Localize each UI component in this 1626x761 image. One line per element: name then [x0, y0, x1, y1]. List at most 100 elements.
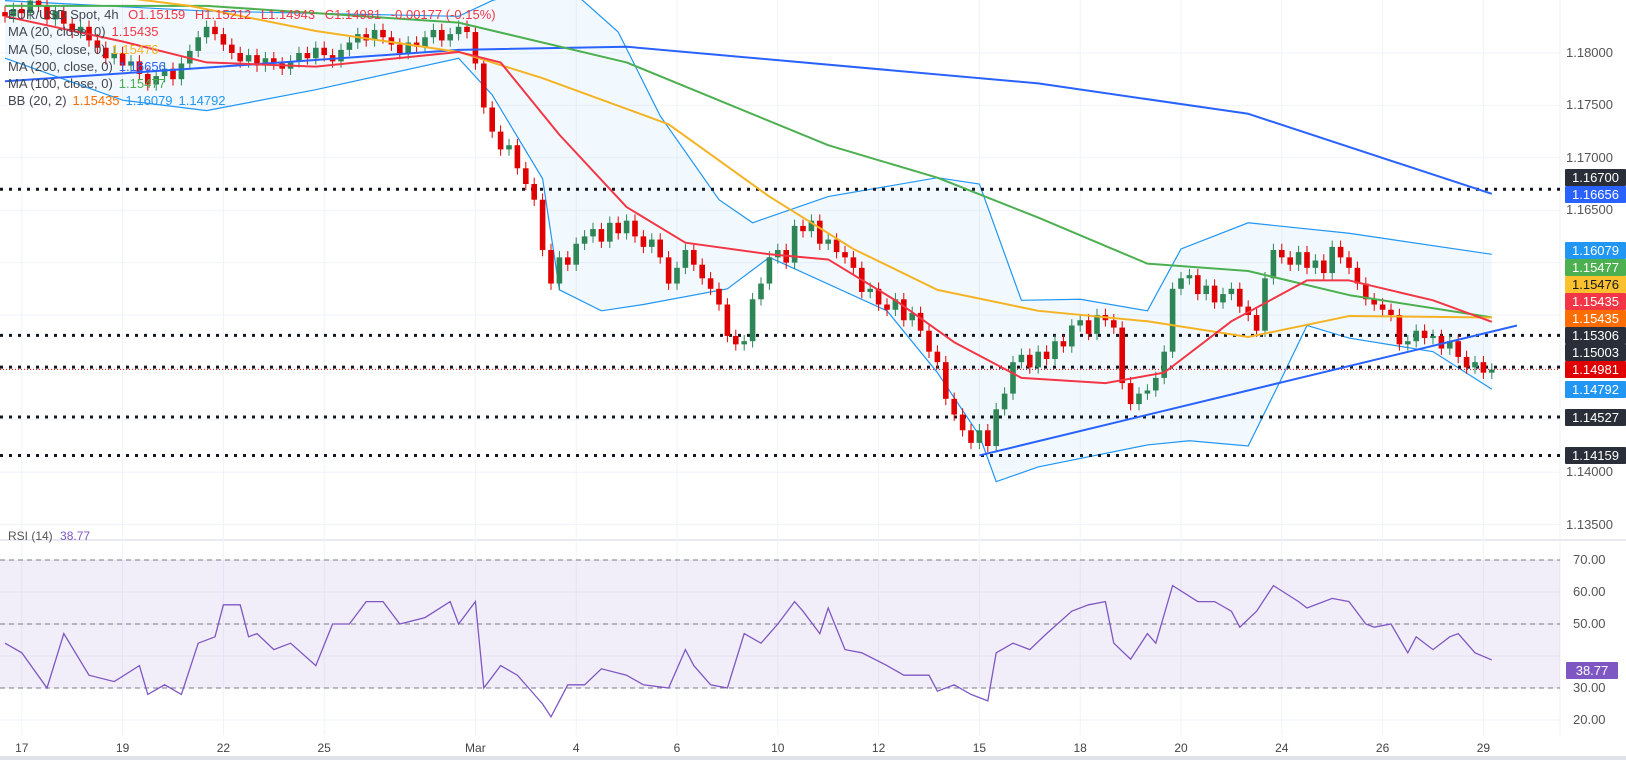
- candle-up: [111, 53, 117, 59]
- candle-up: [1161, 351, 1167, 378]
- candle-up: [405, 42, 411, 53]
- candle-up: [1001, 393, 1008, 410]
- candle-up: [178, 63, 185, 80]
- candle-down: [1195, 275, 1201, 295]
- candle-down: [145, 73, 151, 85]
- candle-up: [741, 341, 747, 345]
- candle-up: [808, 220, 815, 232]
- candle-down: [103, 47, 109, 59]
- candle-up: [607, 222, 613, 242]
- candle-up: [430, 29, 437, 38]
- price-tick-label: 1.16500: [1566, 202, 1613, 218]
- candle-down: [951, 398, 957, 415]
- indicator-label: MA (20, close, 0): [8, 24, 106, 40]
- candle-down: [657, 239, 663, 258]
- candle-down: [539, 199, 546, 251]
- bb-lower-value: 1.14792: [178, 93, 226, 109]
- legend-ma100[interactable]: MA (100, close, 0) 1.15477: [8, 75, 496, 92]
- symbol-title[interactable]: EUR/USD Spot, 4h: [8, 7, 119, 22]
- candle-up: [1270, 250, 1277, 279]
- date-tick-label: 4: [572, 741, 580, 755]
- candle-down: [959, 414, 966, 431]
- date-tick-label: 25: [317, 741, 331, 755]
- trendline[interactable]: [979, 324, 1518, 457]
- indicator-value: 1.15435: [111, 24, 159, 40]
- candle-up: [203, 26, 210, 38]
- candle-up: [128, 61, 134, 66]
- candle-down: [1354, 267, 1361, 284]
- candle-down: [94, 40, 101, 48]
- candle-down: [800, 225, 806, 232]
- rsi-legend[interactable]: RSI (14) 38.77: [8, 529, 90, 543]
- candle-up: [1077, 320, 1083, 326]
- candle-up: [1447, 341, 1453, 349]
- candle-up: [1052, 341, 1058, 360]
- candle-up: [1203, 285, 1209, 295]
- candle-up: [1430, 335, 1436, 339]
- candle-down: [1337, 246, 1344, 258]
- candle-up: [1405, 341, 1411, 345]
- price-label: 1.14159: [1565, 447, 1626, 464]
- trendline-line: [979, 324, 1518, 457]
- candle-up: [153, 76, 159, 85]
- candle-down: [1346, 257, 1352, 268]
- candle-down: [1253, 315, 1260, 331]
- candle-down: [1287, 257, 1293, 265]
- candle-down: [1027, 354, 1033, 368]
- candle-down: [1321, 260, 1327, 274]
- candle-down: [44, 5, 50, 20]
- price-label: 1.15477: [1565, 259, 1626, 276]
- price-label: 1.14981: [1565, 361, 1626, 378]
- candle-down: [716, 288, 722, 305]
- bb-upper-value: 1.16079: [125, 93, 173, 109]
- candles: [2, 0, 1495, 453]
- candle-down: [388, 37, 395, 45]
- candle-up: [556, 257, 563, 284]
- candle-down: [926, 330, 932, 352]
- candle-up: [1329, 246, 1335, 274]
- candle-up: [993, 409, 999, 446]
- legend-bb[interactable]: BB (20, 2) 1.15435 1.16079 1.14792: [8, 92, 496, 109]
- legend-ma20[interactable]: MA (20, close, 0) 1.15435: [8, 23, 496, 40]
- candle-up: [791, 225, 798, 263]
- price-label: 1.16700: [1565, 169, 1626, 186]
- indicator-value: 1.15476: [111, 41, 159, 57]
- candle-down: [35, 0, 42, 6]
- candle-down: [875, 288, 882, 305]
- candle-up: [187, 50, 193, 64]
- candle-down: [439, 29, 445, 41]
- rsi-tick-label: 50.00: [1573, 616, 1606, 631]
- candle-up: [1472, 362, 1478, 368]
- price-label: 1.15435: [1565, 310, 1626, 327]
- candle-up: [1035, 351, 1041, 368]
- candle-down: [1371, 299, 1377, 305]
- price-tick-label: 1.17500: [1566, 97, 1613, 113]
- date-tick-label: 24: [1275, 741, 1289, 755]
- candle-up: [455, 26, 462, 35]
- candle-down: [665, 257, 672, 284]
- candle-up: [422, 37, 428, 47]
- date-tick-label: 10: [771, 741, 785, 755]
- candle-up: [775, 250, 781, 258]
- candle-up: [892, 299, 899, 310]
- candle-down: [136, 61, 143, 74]
- candle-up: [1228, 288, 1235, 295]
- rsi-tick-label: 60.00: [1573, 584, 1606, 599]
- candle-down: [934, 351, 941, 363]
- candle-up: [976, 430, 983, 443]
- candle-up: [245, 55, 252, 62]
- candle-down: [523, 168, 529, 184]
- legend-ma200[interactable]: MA (200, close, 0) 1.16656: [8, 58, 496, 75]
- chart-legend: EUR/USD Spot, 4h O1.15159 H1.15212 L1.14…: [8, 6, 496, 110]
- candle-down: [397, 44, 403, 53]
- candle-up: [649, 239, 655, 247]
- candle-up: [371, 29, 378, 41]
- date-tick-label: 26: [1375, 741, 1390, 755]
- legend-ma50[interactable]: MA (50, close, 0) 1.15476: [8, 41, 496, 58]
- candle-down: [1396, 315, 1403, 345]
- indicator-label: MA (50, close, 0): [8, 41, 106, 57]
- candle-down: [968, 430, 974, 443]
- candle-down: [1379, 304, 1386, 310]
- candle-up: [1413, 330, 1419, 342]
